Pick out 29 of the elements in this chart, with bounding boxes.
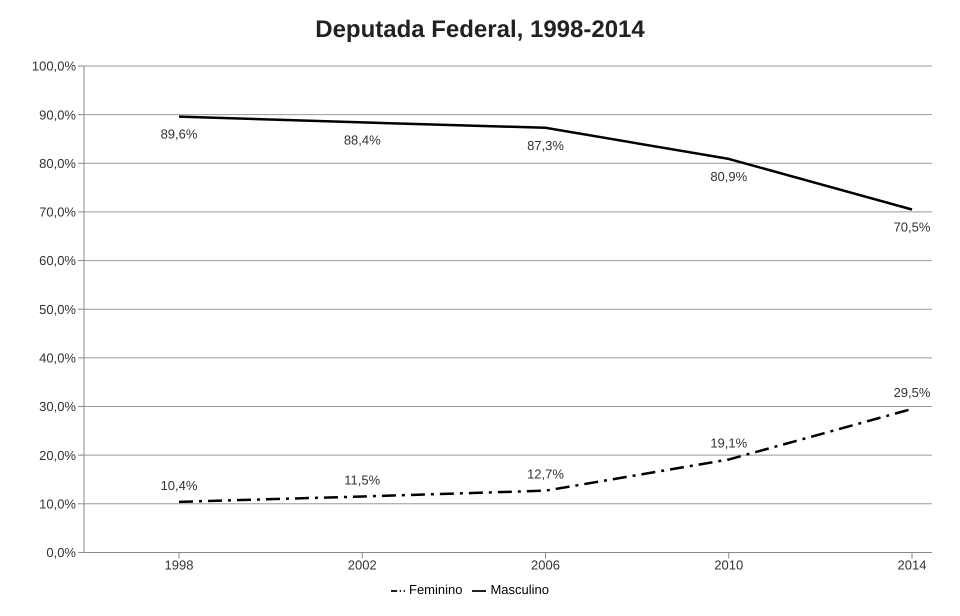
y-tick-label: 20,0% xyxy=(39,448,76,463)
data-label: 19,1% xyxy=(710,436,748,451)
y-tick-label: 10,0% xyxy=(39,496,76,512)
data-label: 12,7% xyxy=(527,466,564,482)
y-tick-label: 50,0% xyxy=(39,302,76,317)
data-label: 70,5% xyxy=(894,220,931,234)
y-tick-label: 100,0% xyxy=(32,58,76,74)
x-tick-label: 1998 xyxy=(164,558,194,573)
y-tick-label: 70,0% xyxy=(39,204,76,220)
y-tick-label: 60,0% xyxy=(39,253,76,268)
data-label: 10,4% xyxy=(160,478,198,493)
data-label: 88,4% xyxy=(344,132,382,148)
data-label: 29,5% xyxy=(894,384,931,400)
legend-label: Feminino xyxy=(409,582,462,598)
y-tick-label: 40,0% xyxy=(39,350,76,366)
x-tick-label: 2010 xyxy=(714,558,744,573)
y-tick-label: 0,0% xyxy=(46,545,76,560)
x-tick-label: 2014 xyxy=(898,558,926,573)
legend-label: Masculino xyxy=(490,582,549,598)
x-tick-label: 2002 xyxy=(348,558,377,573)
y-tick-label: 90,0% xyxy=(39,107,76,122)
y-tick-label: 80,0% xyxy=(39,156,76,171)
x-tick-label: 2006 xyxy=(531,558,560,573)
chart-title: Deputada Federal, 1998-2014 xyxy=(314,15,646,45)
y-tick-label: 30,0% xyxy=(39,399,76,414)
data-label: 87,3% xyxy=(527,138,564,153)
data-label: 89,6% xyxy=(160,126,198,142)
data-label: 11,5% xyxy=(344,472,381,488)
data-label: 80,9% xyxy=(710,168,748,184)
